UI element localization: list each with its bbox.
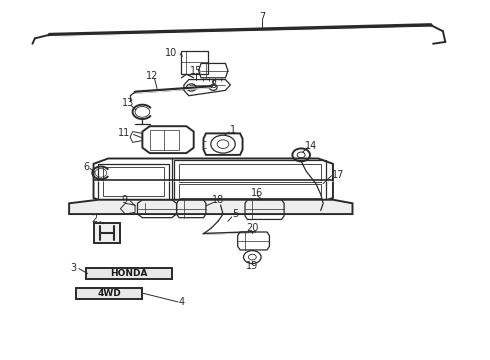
Text: 1: 1 xyxy=(230,125,236,135)
Text: 15: 15 xyxy=(190,66,202,76)
Text: 14: 14 xyxy=(305,141,317,151)
Text: 12: 12 xyxy=(146,71,158,81)
Text: 16: 16 xyxy=(251,188,263,198)
Text: 4: 4 xyxy=(178,297,185,307)
Text: 9: 9 xyxy=(122,195,128,205)
Text: 6: 6 xyxy=(83,162,89,172)
Polygon shape xyxy=(69,200,352,214)
Bar xyxy=(76,288,143,299)
Text: 13: 13 xyxy=(122,98,134,108)
Text: 10: 10 xyxy=(165,48,177,58)
Bar xyxy=(150,130,179,149)
Text: 19: 19 xyxy=(246,261,258,271)
Bar xyxy=(94,223,121,243)
Text: 2: 2 xyxy=(91,215,98,224)
Text: 3: 3 xyxy=(70,263,76,273)
Text: 8: 8 xyxy=(210,80,216,90)
Text: 17: 17 xyxy=(332,170,344,180)
Text: 18: 18 xyxy=(212,195,224,205)
Text: 4WD: 4WD xyxy=(98,289,121,298)
Text: HONDA: HONDA xyxy=(110,269,147,278)
Text: 7: 7 xyxy=(259,12,265,22)
Text: 11: 11 xyxy=(118,129,130,138)
Text: 20: 20 xyxy=(246,224,259,233)
Bar xyxy=(181,51,208,74)
Bar xyxy=(86,268,172,279)
Text: 5: 5 xyxy=(232,209,238,219)
